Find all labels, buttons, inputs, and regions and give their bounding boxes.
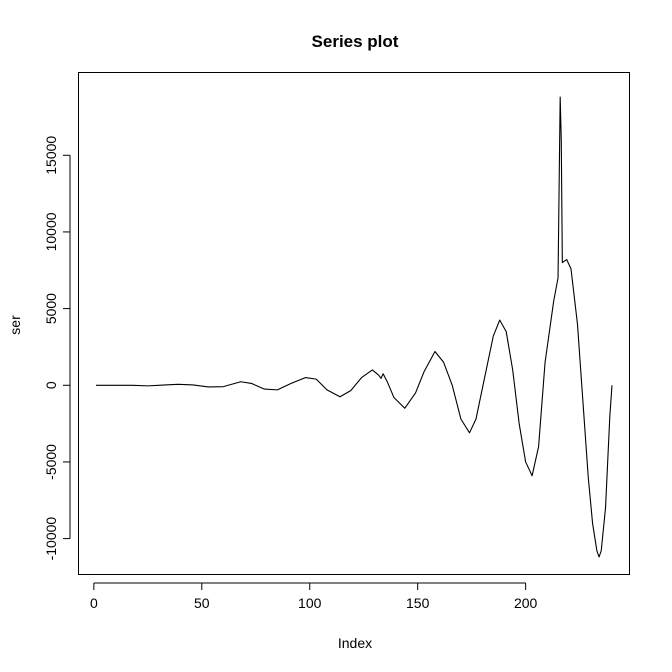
series-layer [96,96,613,558]
y-tick-label: 15000 [43,136,59,175]
y-axis: -10000 -5000 0 5000 10000 15000 [43,136,71,561]
x-tick-label: 200 [514,595,538,611]
x-axis: 0 50 100 150 200 [90,582,538,611]
y-tick-label: 0 [43,381,59,389]
x-tick-label: 50 [194,595,210,611]
x-tick-label: 0 [90,595,98,611]
y-tick-label: -5000 [43,444,59,480]
x-tick-label: 150 [406,595,430,611]
y-axis-label: ser [7,315,23,335]
y-tick-label: 10000 [43,212,59,251]
y-tick-label: -10000 [43,517,59,561]
y-tick-label: 5000 [43,293,59,324]
x-tick-label: 100 [298,595,322,611]
series-line [96,96,613,558]
x-axis-label: Index [338,635,372,651]
plot-frame [78,72,630,575]
chart-title: Series plot [312,32,399,51]
